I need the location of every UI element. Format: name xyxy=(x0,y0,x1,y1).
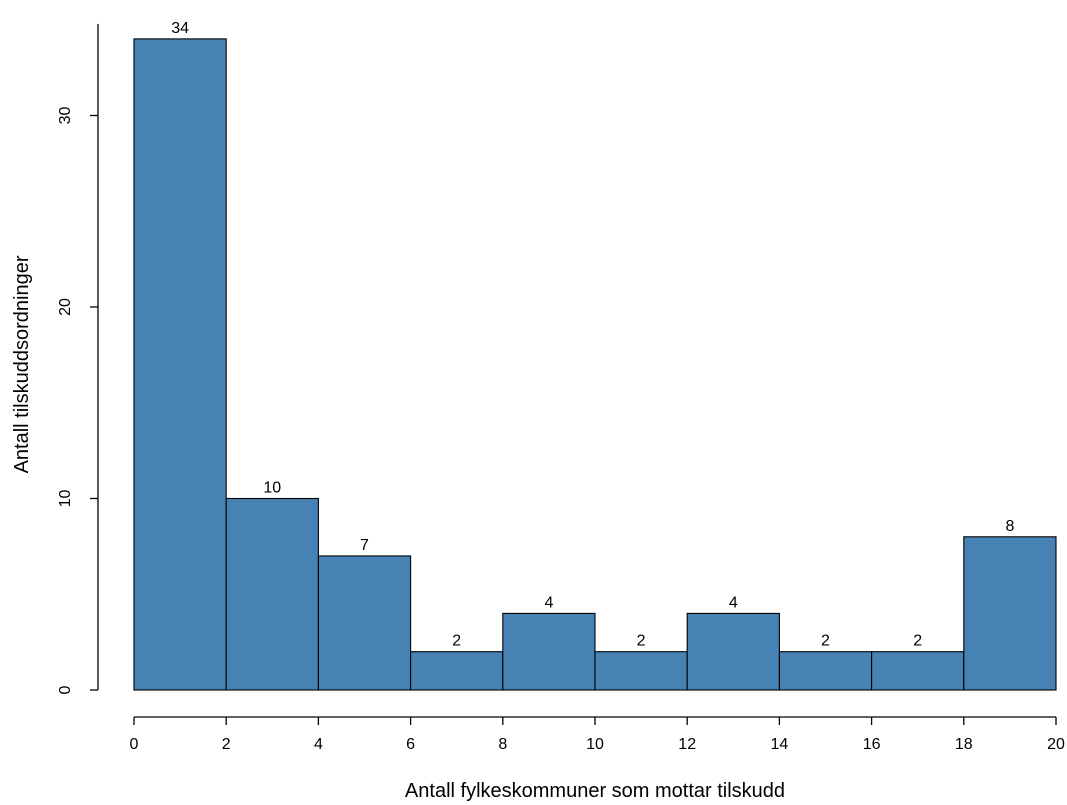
histogram-bar xyxy=(778,651,873,691)
y-tick-label: 20 xyxy=(57,298,74,316)
x-tick-label: 2 xyxy=(222,736,231,753)
y-tick-label: 0 xyxy=(57,685,74,694)
bar-value-label: 8 xyxy=(1005,518,1014,535)
bars-layer xyxy=(133,38,1057,691)
bar-value-label: 2 xyxy=(821,633,830,650)
bar-value-label: 10 xyxy=(263,480,281,497)
bar-value-label: 34 xyxy=(171,20,189,37)
y-axis-title: Antall tilskuddsordninger xyxy=(11,255,33,473)
histogram-bar xyxy=(963,536,1057,691)
bar-value-label: 4 xyxy=(729,594,738,611)
bar-value-label: 2 xyxy=(913,633,922,650)
histogram-bar xyxy=(225,497,319,691)
histogram-bar xyxy=(686,612,780,691)
x-tick-label: 14 xyxy=(771,736,789,753)
bar-labels-layer: 34 10 7 2 4 2 4 2 2 8 xyxy=(171,20,1014,650)
x-tick-label: 20 xyxy=(1047,736,1065,753)
bar-value-label: 2 xyxy=(637,633,646,650)
x-tick-label: 6 xyxy=(406,736,415,753)
x-tick-label: 16 xyxy=(863,736,881,753)
histogram-bar xyxy=(594,651,688,691)
y-tick-label: 30 xyxy=(57,107,74,125)
histogram-bar xyxy=(502,612,596,691)
y-tick-label: 10 xyxy=(57,490,74,508)
x-axis: 0 2 4 6 8 10 12 14 16 18 20 xyxy=(130,716,1065,753)
bar-value-label: 2 xyxy=(452,633,461,650)
histogram-bar xyxy=(410,651,504,691)
x-tick-label: 10 xyxy=(586,736,604,753)
x-axis-title: Antall fylkeskommuner som mottar tilskud… xyxy=(405,780,785,802)
histogram-bar xyxy=(133,38,227,691)
x-tick-label: 12 xyxy=(678,736,696,753)
x-tick-label: 0 xyxy=(130,736,139,753)
bar-value-label: 7 xyxy=(360,537,369,554)
histogram-bar xyxy=(317,555,412,691)
x-tick-label: 4 xyxy=(314,736,323,753)
x-tick-label: 18 xyxy=(955,736,973,753)
x-tick-label: 8 xyxy=(498,736,507,753)
histogram-bar xyxy=(871,651,965,691)
y-axis: 0 10 20 30 xyxy=(57,23,99,694)
bar-value-label: 4 xyxy=(544,594,553,611)
